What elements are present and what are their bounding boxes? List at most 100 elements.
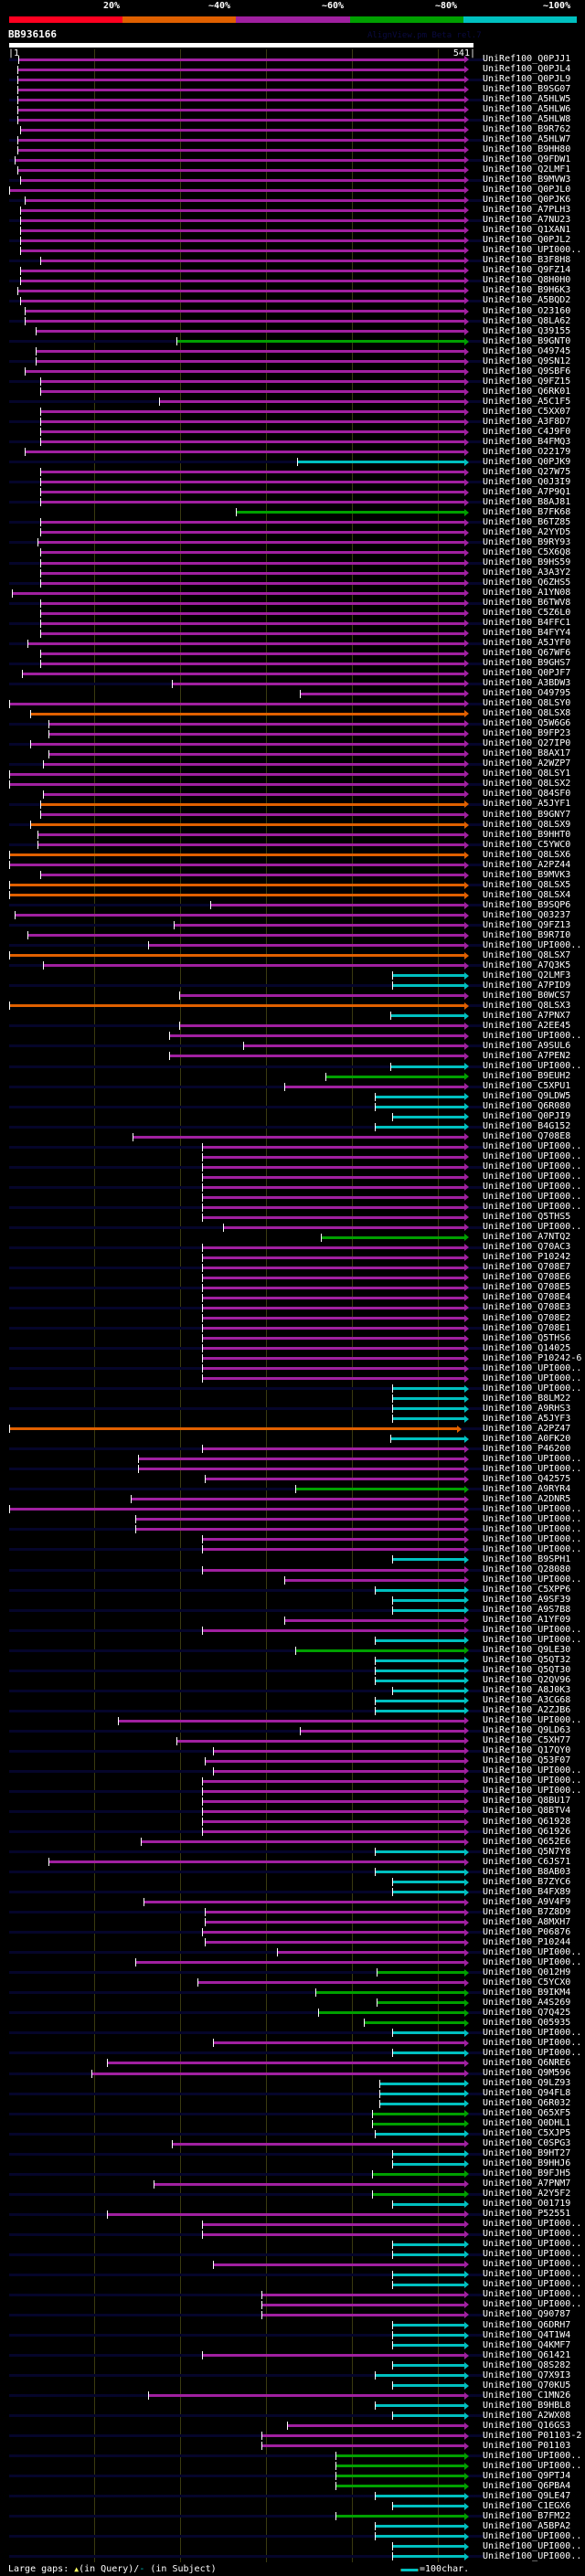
hit-label-link[interactable]: UniRef100_A5C1F5: [483, 396, 571, 407]
hit-bar[interactable]: [335, 2454, 464, 2458]
hit-bar[interactable]: [39, 521, 464, 525]
hit-bar[interactable]: [391, 1891, 464, 1894]
hit-label-link[interactable]: UniRef100_B0WCS7: [483, 990, 571, 1001]
hit-label-link[interactable]: UniRef100_UPI000..: [483, 1463, 582, 1474]
hit-label-link[interactable]: UniRef100_A5JYF0: [483, 638, 571, 649]
hit-label-link[interactable]: UniRef100_Q9FZ15: [483, 376, 571, 387]
hit-label-link[interactable]: UniRef100_Q2LMF1: [483, 164, 571, 175]
hit-bar[interactable]: [374, 2535, 464, 2539]
hit-label-link[interactable]: UniRef100_B9SPH1: [483, 1553, 571, 1564]
hit-bar[interactable]: [168, 1055, 464, 1058]
hit-label-link[interactable]: UniRef100_B9GNT0: [483, 335, 571, 346]
hit-bar[interactable]: [378, 2092, 464, 2095]
hit-label-link[interactable]: UniRef100_A0FK20: [483, 1433, 571, 1444]
hit-label-link[interactable]: UniRef100_UPI000..: [483, 1161, 582, 1172]
hit-label-link[interactable]: UniRef100_A7PNM7: [483, 2178, 571, 2189]
hit-bar[interactable]: [371, 2192, 464, 2196]
hit-bar[interactable]: [132, 1135, 464, 1139]
hit-label-link[interactable]: UniRef100_UPI000..: [483, 2027, 582, 2038]
hit-bar[interactable]: [201, 1155, 464, 1159]
hit-bar[interactable]: [391, 2283, 464, 2286]
hit-label-link[interactable]: UniRef100_UPI000..: [483, 1030, 582, 1041]
hit-label-link[interactable]: UniRef100_Q8BTV4: [483, 1806, 571, 1817]
hit-label-link[interactable]: UniRef100_Q6ZHS5: [483, 578, 571, 588]
hit-label-link[interactable]: UniRef100_A2WZP7: [483, 758, 571, 769]
hit-bar[interactable]: [374, 2495, 464, 2498]
hit-label-link[interactable]: UniRef100_UPI000..: [483, 2219, 582, 2230]
hit-bar[interactable]: [391, 2273, 464, 2276]
hit-bar[interactable]: [374, 1871, 464, 1874]
hit-label-link[interactable]: UniRef100_C1EGX6: [483, 2500, 571, 2511]
hit-bar[interactable]: [36, 360, 464, 364]
hit-bar[interactable]: [201, 1931, 464, 1935]
hit-bar[interactable]: [24, 451, 464, 454]
hit-bar[interactable]: [374, 1105, 464, 1108]
hit-bar[interactable]: [391, 1417, 464, 1421]
hit-label-link[interactable]: UniRef100_Q0PJF7: [483, 668, 571, 679]
hit-bar[interactable]: [20, 269, 464, 272]
hit-label-link[interactable]: UniRef100_A3CG68: [483, 1695, 571, 1706]
hit-label-link[interactable]: UniRef100_A2ZJB6: [483, 1705, 571, 1716]
hit-bar[interactable]: [36, 330, 464, 334]
hit-label-link[interactable]: UniRef100_Q9LZ93: [483, 2078, 571, 2089]
hit-label-link[interactable]: UniRef100_C5XH77: [483, 1735, 571, 1746]
hit-bar[interactable]: [9, 782, 464, 786]
hit-label-link[interactable]: UniRef100_UPI000..: [483, 2450, 582, 2461]
hit-bar[interactable]: [138, 1468, 464, 1471]
hit-bar[interactable]: [391, 1407, 464, 1411]
hit-bar[interactable]: [371, 2122, 464, 2125]
hit-bar[interactable]: [391, 1115, 464, 1118]
hit-bar[interactable]: [9, 1004, 464, 1008]
hit-bar[interactable]: [201, 1256, 464, 1259]
hit-bar[interactable]: [391, 2364, 464, 2368]
hit-label-link[interactable]: UniRef100_Q708E8: [483, 1131, 571, 1142]
hit-bar[interactable]: [176, 340, 464, 344]
hit-bar[interactable]: [39, 662, 464, 665]
hit-label-link[interactable]: UniRef100_A5JYF3: [483, 1413, 571, 1424]
hit-bar[interactable]: [297, 461, 464, 464]
hit-label-link[interactable]: UniRef100_Q67WF6: [483, 648, 571, 659]
hit-bar[interactable]: [17, 289, 464, 292]
hit-label-link[interactable]: UniRef100_O23160: [483, 305, 571, 316]
hit-label-link[interactable]: UniRef100_Q8S282: [483, 2359, 571, 2370]
hit-label-link[interactable]: UniRef100_Q0PJK9: [483, 456, 571, 467]
hit-label-link[interactable]: UniRef100_B9R7I0: [483, 929, 571, 940]
hit-bar[interactable]: [171, 2142, 464, 2146]
hit-bar[interactable]: [201, 1246, 464, 1249]
hit-label-link[interactable]: UniRef100_P01103-2: [483, 2430, 582, 2441]
hit-label-link[interactable]: UniRef100_Q27IP0: [483, 738, 571, 749]
hit-label-link[interactable]: UniRef100_UPI000..: [483, 1715, 582, 1726]
hit-label-link[interactable]: UniRef100_C5XPU1: [483, 1081, 571, 1092]
hit-bar[interactable]: [391, 2545, 464, 2549]
hit-bar[interactable]: [48, 752, 464, 756]
hit-label-link[interactable]: UniRef100_A4S269: [483, 1997, 571, 2008]
hit-label-link[interactable]: UniRef100_Q0PJJ1: [483, 54, 571, 64]
hit-bar[interactable]: [261, 2293, 464, 2296]
hit-bar[interactable]: [204, 1941, 464, 1945]
hit-label-link[interactable]: UniRef100_Q012H9: [483, 1966, 571, 1977]
hit-label-link[interactable]: UniRef100_B9GHS7: [483, 658, 571, 669]
hit-bar[interactable]: [391, 1558, 464, 1562]
hit-bar[interactable]: [201, 1779, 464, 1783]
hit-label-link[interactable]: UniRef100_P46200: [483, 1443, 571, 1454]
hit-bar[interactable]: [17, 78, 464, 81]
hit-label-link[interactable]: UniRef100_A9S7B8: [483, 1605, 571, 1616]
hit-label-link[interactable]: UniRef100_UPI000..: [483, 2239, 582, 2250]
hit-bar[interactable]: [391, 1598, 464, 1602]
hit-bar[interactable]: [201, 2232, 464, 2236]
hit-bar[interactable]: [107, 2062, 464, 2065]
hit-bar[interactable]: [201, 1286, 464, 1289]
hit-bar[interactable]: [391, 2202, 464, 2206]
hit-label-link[interactable]: UniRef100_UPI000..: [483, 2540, 582, 2551]
hit-label-link[interactable]: UniRef100_Q8LSX8: [483, 708, 571, 719]
hit-bar[interactable]: [295, 1488, 464, 1491]
hit-bar[interactable]: [201, 1317, 464, 1320]
hit-label-link[interactable]: UniRef100_UPI000..: [483, 2550, 582, 2561]
hit-bar[interactable]: [37, 843, 464, 847]
hit-label-link[interactable]: UniRef100_UPI000..: [483, 2299, 582, 2310]
hit-label-link[interactable]: UniRef100_UPI000..: [483, 2249, 582, 2260]
hit-label-link[interactable]: UniRef100_Q9LD63: [483, 1725, 571, 1736]
hit-bar[interactable]: [391, 2324, 464, 2327]
hit-label-link[interactable]: UniRef100_Q5W6G6: [483, 718, 571, 729]
hit-label-link[interactable]: UniRef100_A7PID9: [483, 980, 571, 991]
